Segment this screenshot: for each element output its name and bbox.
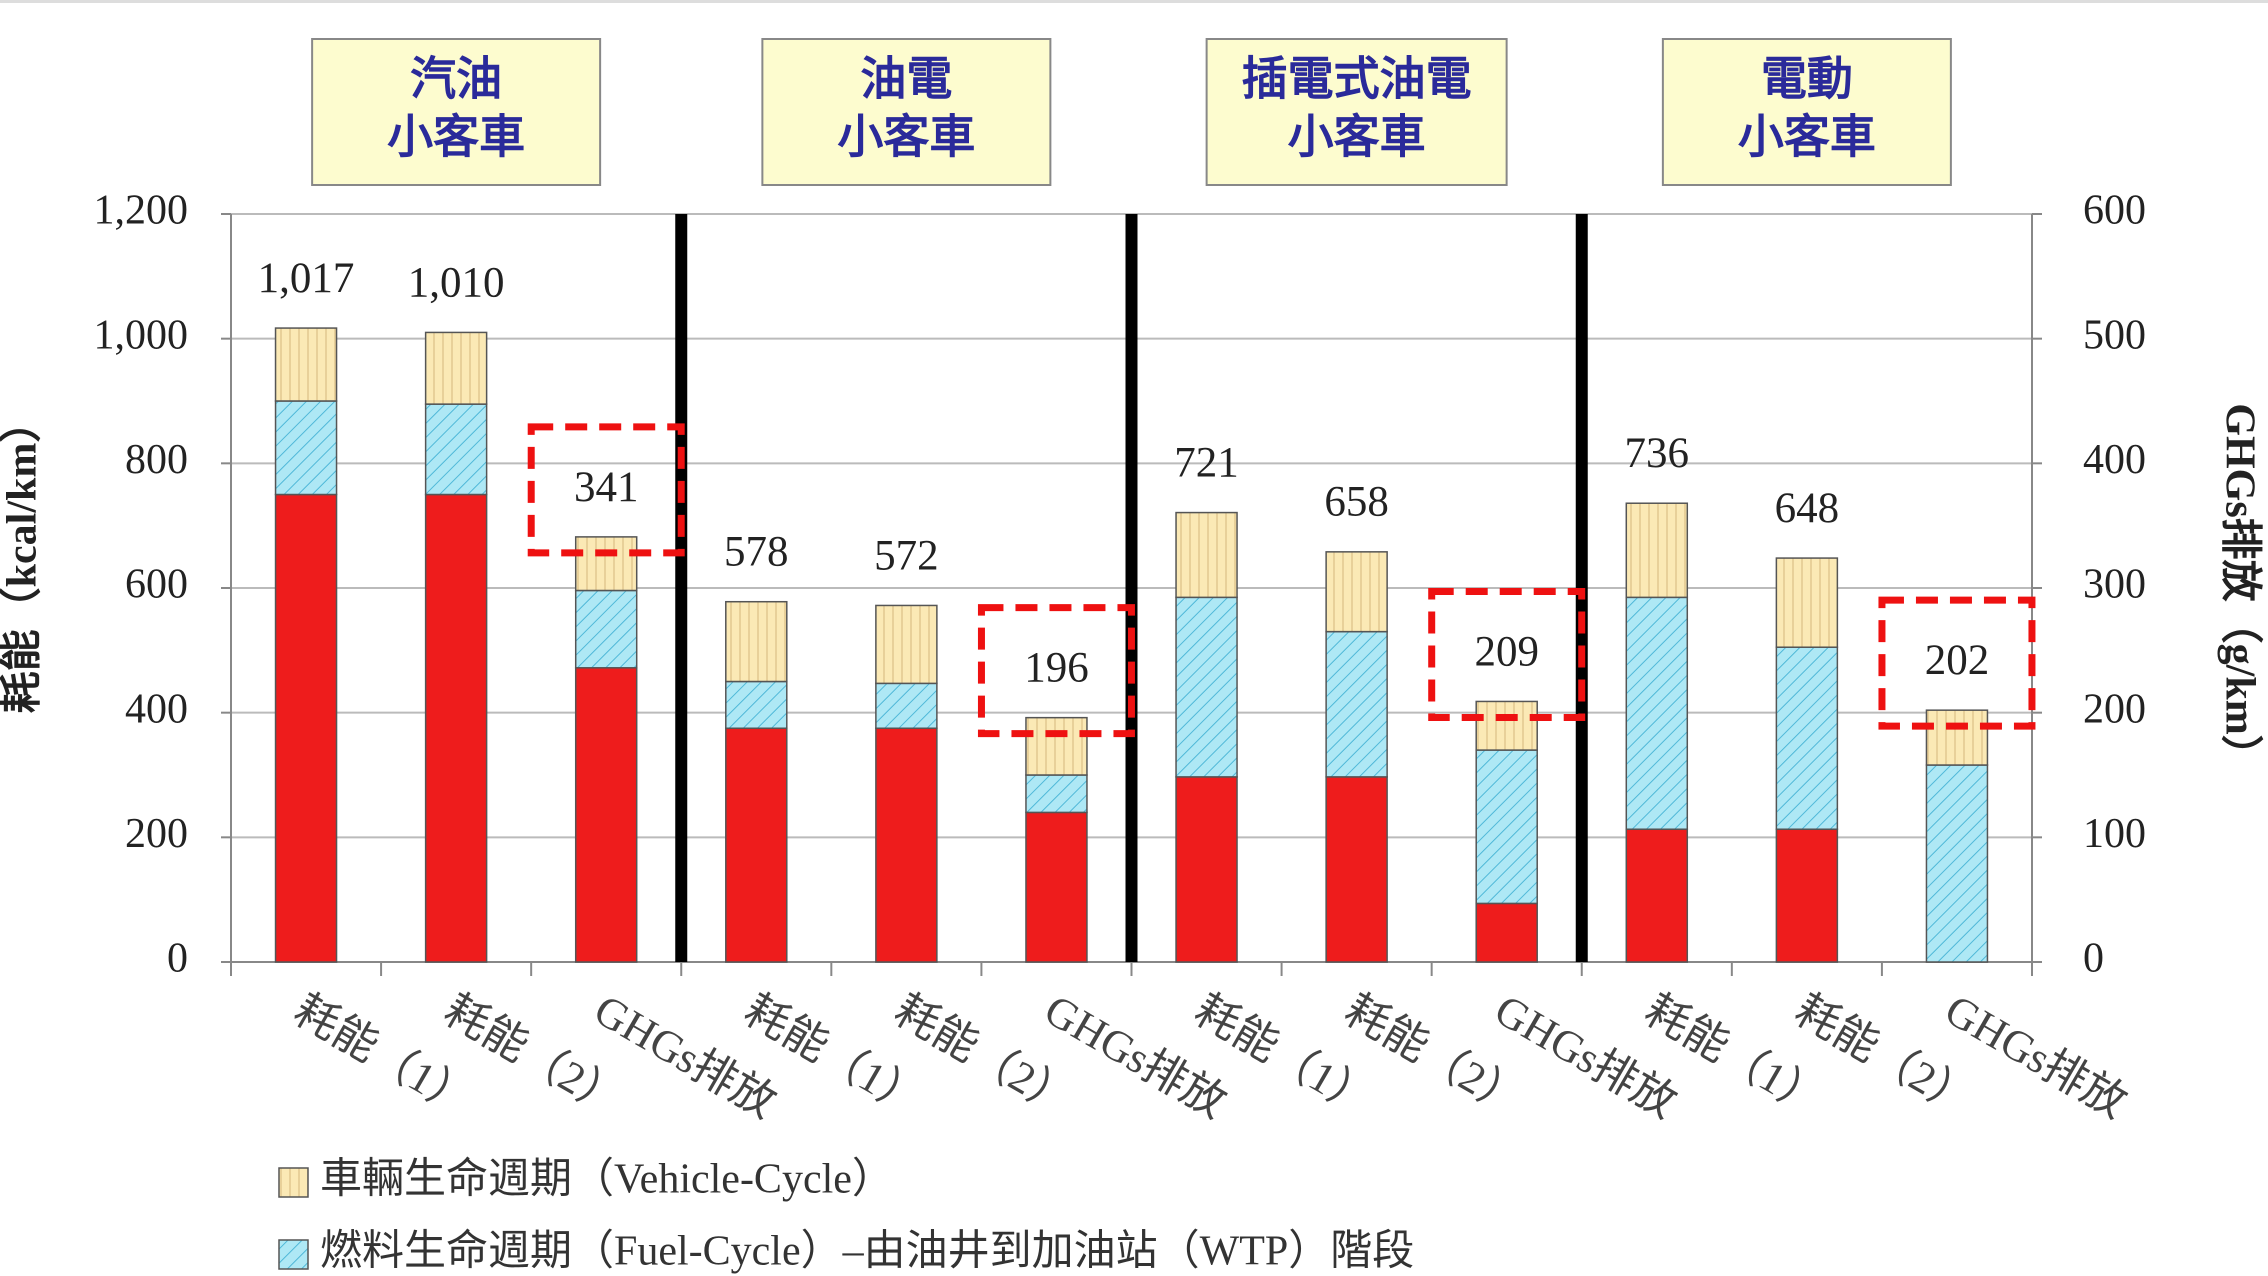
bar-segment — [424, 331, 488, 405]
group-label: 小客車 — [837, 112, 975, 163]
bar-segment — [1925, 764, 1989, 963]
y-axis-label: 耗能（kcal/km） — [0, 401, 46, 714]
legend-swatch — [278, 1167, 309, 1198]
bar-segment — [1325, 630, 1388, 778]
legend-label: 燃料生命週期（Fuel-Cycle）–由油井到加油站（WTP）階段 — [320, 1228, 1414, 1275]
total-label: 578 — [724, 529, 789, 576]
bar-segment — [1475, 700, 1538, 751]
total-label: 202 — [1925, 637, 1990, 684]
total-label: 341 — [574, 464, 639, 511]
group-box — [1661, 38, 1952, 186]
bar-segment — [725, 727, 788, 963]
y2-tick-label: 500 — [2083, 312, 2146, 358]
bar-segment — [574, 667, 638, 963]
bar-segment — [725, 680, 788, 729]
bar-segment — [875, 682, 938, 729]
y2-tick-label: 100 — [2083, 811, 2146, 857]
group-label: 汽油 — [410, 54, 502, 105]
group-box — [311, 38, 602, 186]
total-label: 721 — [1174, 439, 1239, 486]
total-label: 572 — [874, 532, 939, 579]
total-label: 648 — [1775, 485, 1840, 532]
y2-tick-label: 400 — [2083, 437, 2146, 483]
total-label: 209 — [1474, 628, 1539, 675]
bar-segment — [1175, 776, 1238, 963]
bar-segment — [1175, 511, 1238, 599]
group-label: 電動 — [1761, 54, 1853, 105]
total-label: 1,017 — [258, 255, 355, 302]
bar-segment — [1775, 646, 1839, 830]
group-label: 插電式油電 — [1242, 54, 1472, 105]
y-tick-label: 800 — [125, 437, 188, 483]
y-tick-label: 1,000 — [94, 312, 189, 358]
y2-axis-label: GHGs排放（g/km） — [2216, 403, 2263, 776]
bar-segment — [1475, 749, 1538, 905]
bar-segment — [875, 604, 938, 685]
y-tick-label: 400 — [125, 686, 188, 732]
highlight-box — [1878, 596, 2036, 730]
bar-segment — [1325, 776, 1388, 963]
y-tick-label: 600 — [125, 562, 188, 608]
group-label: 小客車 — [1738, 112, 1876, 163]
y-tick-label: 1,200 — [94, 188, 189, 234]
total-label: 1,010 — [408, 259, 505, 306]
group-box — [761, 38, 1052, 186]
y2-tick-label: 0 — [2083, 936, 2104, 982]
group-label: 油電 — [860, 54, 952, 105]
bar-segment — [1325, 551, 1388, 633]
highlight-box — [1428, 587, 1586, 721]
highlight-box — [977, 604, 1135, 738]
bar-segment — [1775, 828, 1839, 963]
bar-segment — [1775, 557, 1839, 648]
top-edge — [0, 0, 2268, 3]
bar-segment — [1025, 811, 1088, 963]
y2-tick-label: 600 — [2083, 188, 2146, 234]
bar-segment — [1025, 716, 1088, 776]
total-label: 736 — [1625, 430, 1690, 477]
bar-segment — [1625, 502, 1689, 599]
bar-segment — [1025, 774, 1088, 814]
bar-segment — [274, 493, 338, 963]
bar-segment — [1175, 596, 1238, 778]
bar-segment — [725, 600, 788, 683]
bar-segment — [1625, 828, 1689, 963]
bar-segment — [424, 493, 488, 963]
bar-segment — [1925, 709, 1989, 766]
y-tick-label: 0 — [167, 936, 188, 982]
group-label: 小客車 — [387, 112, 525, 163]
group-box — [1205, 38, 1508, 186]
bar-segment — [574, 589, 638, 669]
bar-segment — [1625, 596, 1689, 830]
legend-swatch — [278, 1239, 309, 1270]
bar-segment — [424, 403, 488, 496]
bar-segment — [875, 727, 938, 963]
total-label: 196 — [1024, 645, 1089, 692]
y-tick-label: 200 — [125, 811, 188, 857]
group-label: 小客車 — [1288, 112, 1426, 163]
bar-segment — [574, 536, 638, 592]
bar-segment — [1475, 902, 1538, 963]
bar-segment — [274, 327, 338, 402]
bar-segment — [274, 400, 338, 496]
highlight-box — [527, 423, 685, 557]
y2-tick-label: 200 — [2083, 686, 2146, 732]
total-label: 658 — [1324, 479, 1389, 526]
y2-tick-label: 300 — [2083, 562, 2146, 608]
legend-label: 車輛生命週期（Vehicle-Cycle） — [320, 1156, 894, 1203]
